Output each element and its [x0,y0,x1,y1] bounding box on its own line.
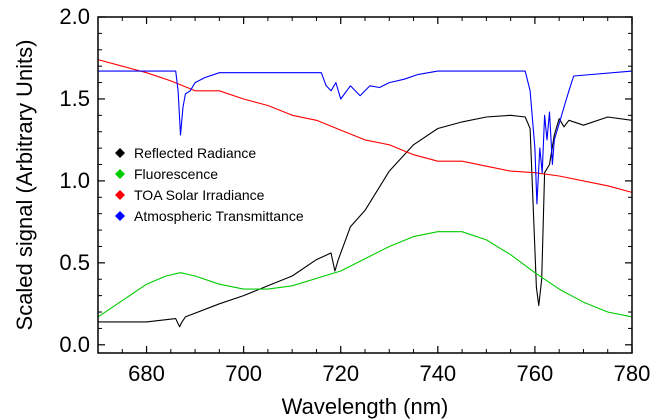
x-tick-label: 680 [128,361,165,386]
ticks-layer: 680 700 720 740 760 780 0.0 0.5 1.0 1.5 2.0 [59,4,650,386]
legend-marker-3 [115,211,125,221]
legend-marker-0 [115,148,125,158]
y-tick-label: 1.0 [59,168,90,193]
series-line-3 [98,70,633,205]
legend-label-1: Fluorescence [134,166,218,182]
x-tick-label: 780 [614,361,651,386]
x-tick-label: 760 [517,361,554,386]
legend-marker-1 [115,169,125,179]
series-layer [97,59,633,328]
legend-label-2: TOA Solar Irradiance [134,187,265,203]
x-tick-label: 720 [322,361,359,386]
legend-label-3: Atmospheric Transmittance [134,208,304,224]
series-line-1 [97,231,633,318]
y-tick-label: 0.0 [59,332,90,357]
legend: Reflected Radiance Fluorescence TOA Solar … [115,145,304,224]
y-tick-label: 0.5 [59,250,90,275]
y-axis-title: Scaled signal (Arbitrary Units) [12,40,37,331]
series-line-0 [98,114,633,328]
legend-label-0: Reflected Radiance [134,145,256,161]
y-tick-label: 2.0 [59,4,90,29]
y-tick-label: 1.5 [59,86,90,111]
x-axis-title: Wavelength (nm) [282,394,449,419]
series-line-2 [97,59,633,193]
x-tick-label: 700 [225,361,262,386]
legend-marker-2 [115,190,125,200]
x-tick-label: 740 [419,361,456,386]
